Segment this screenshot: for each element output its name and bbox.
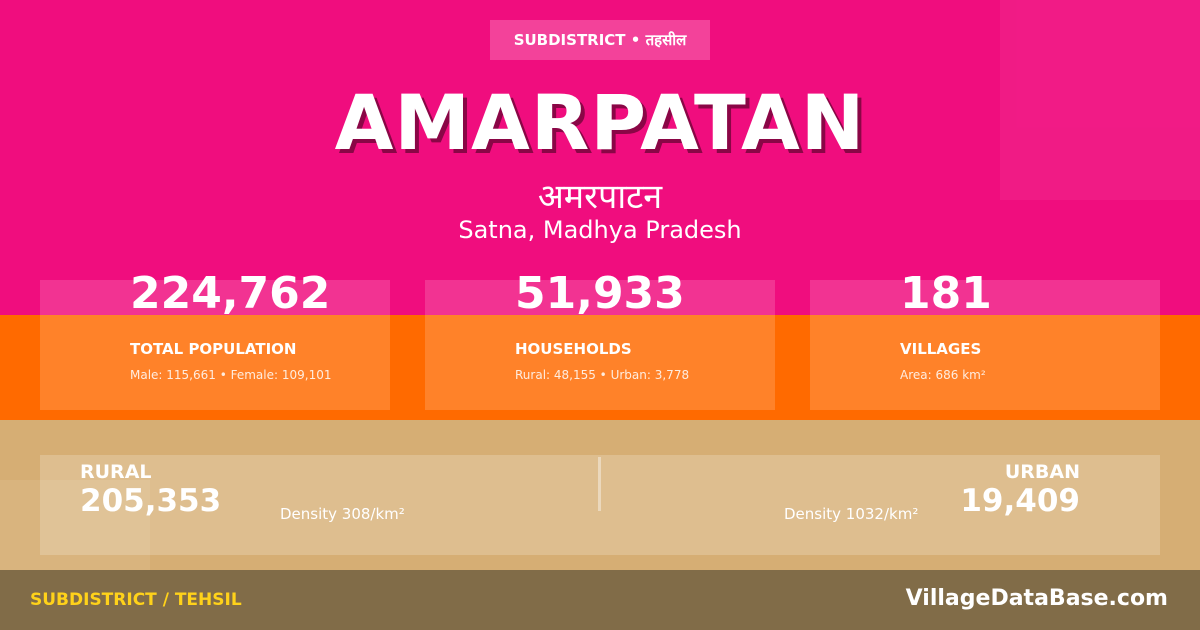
hindi-title: अमरपाटन xyxy=(537,177,663,217)
stat-detail: Rural: 48,155 • Urban: 3,778 xyxy=(515,368,690,382)
location-subtitle: Satna, Madhya Pradesh xyxy=(458,216,742,244)
header-band xyxy=(1000,0,1200,200)
stat-label: TOTAL POPULATION xyxy=(130,340,297,358)
stats-band xyxy=(0,315,1200,420)
site-brand-link[interactable]: VillageDataBase.com xyxy=(905,586,1168,611)
type-badge: SUBDISTRICT • तहसील xyxy=(490,20,710,60)
split-band xyxy=(0,420,1200,570)
stat-detail: Male: 115,661 • Female: 109,101 xyxy=(130,368,332,382)
stat-label: VILLAGES xyxy=(900,340,982,358)
stat-card-population: 224,762 TOTAL POPULATION Male: 115,661 •… xyxy=(40,268,390,410)
stat-card-villages: 181 VILLAGES Area: 686 km² xyxy=(810,268,1160,410)
stat-value: 51,933 xyxy=(515,268,685,319)
decorative-square xyxy=(1000,0,1200,200)
stat-value: 224,762 xyxy=(130,268,331,319)
rural-label: RURAL xyxy=(80,461,152,483)
urban-label: URBAN xyxy=(1004,461,1080,483)
footer-band xyxy=(0,570,1200,630)
footer-category: SUBDISTRICT / TEHSIL xyxy=(30,590,242,610)
panel-divider xyxy=(598,457,601,511)
rural-population: 205,353 xyxy=(80,483,222,519)
rural-urban-panel: RURAL 205,353 Density 308/km² Density 10… xyxy=(40,455,1160,555)
stat-detail: Area: 686 km² xyxy=(900,368,986,382)
urban-density: Density 1032/km² xyxy=(784,505,919,523)
page-title: AMARPATAN xyxy=(334,78,866,167)
stat-value: 181 xyxy=(900,268,992,319)
decorative-square xyxy=(0,480,150,570)
stat-card-households: 51,933 HOUSEHOLDS Rural: 48,155 • Urban:… xyxy=(425,268,775,410)
stat-label: HOUSEHOLDS xyxy=(515,340,632,358)
urban-population: 19,409 xyxy=(960,483,1080,519)
rural-density: Density 308/km² xyxy=(280,505,405,523)
